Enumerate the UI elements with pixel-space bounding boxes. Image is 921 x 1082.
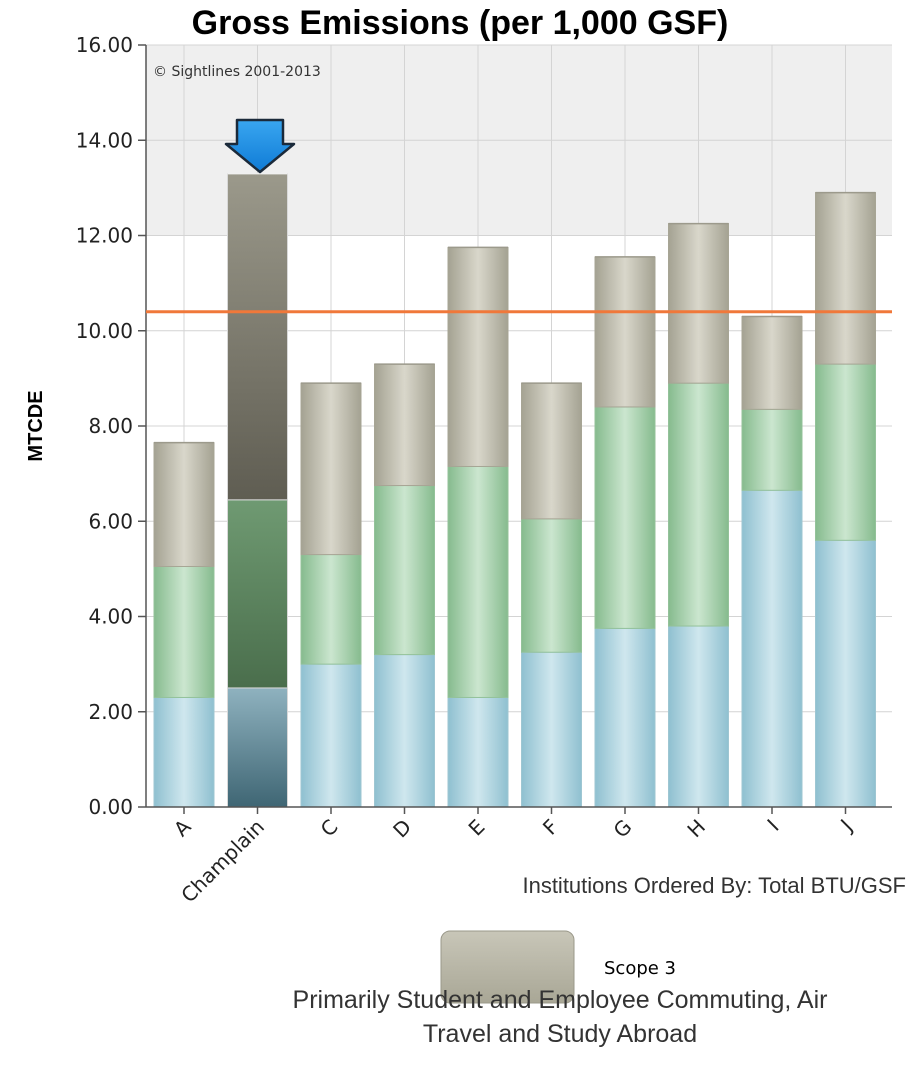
bar-segment-1 xyxy=(594,627,656,808)
bar-segment-1 xyxy=(227,687,288,808)
x-tick-label: F xyxy=(538,815,563,840)
x-tick-label: E xyxy=(464,815,490,841)
caption: Primarily Student and Employee Commuting… xyxy=(210,983,910,1051)
x-tick-label: D xyxy=(388,815,416,843)
y-tick-label: 2.00 xyxy=(88,700,133,724)
bar-segment-1 xyxy=(668,625,729,808)
bar-segment-2 xyxy=(741,408,803,491)
bar-segment-1 xyxy=(521,651,582,808)
x-tick-label: A xyxy=(169,814,196,841)
bar-segment-1 xyxy=(374,654,435,808)
x-tick-label: H xyxy=(682,815,710,843)
y-tick-label: 8.00 xyxy=(88,414,133,438)
bar-segment-2 xyxy=(668,382,729,627)
bar-segment-3 xyxy=(594,256,656,408)
bar-segment-2 xyxy=(374,485,435,656)
bar-segment-2 xyxy=(447,465,509,698)
bar-segment-1 xyxy=(447,696,509,808)
bar-segment-1 xyxy=(815,539,876,808)
y-axis-label: MTCDE xyxy=(25,390,47,461)
y-tick-label: 6.00 xyxy=(88,509,133,533)
highlight-arrow xyxy=(224,118,296,174)
copyright-note: © Sightlines 2001-2013 xyxy=(153,64,321,80)
bar-segment-2 xyxy=(815,363,876,541)
y-tick-label: 12.00 xyxy=(76,224,133,248)
bar-segment-2 xyxy=(300,554,362,665)
bar-segment-1 xyxy=(300,663,362,808)
bar-segment-3 xyxy=(741,315,803,410)
y-tick-label: 0.00 xyxy=(88,795,133,819)
caption-line-2: Travel and Study Abroad xyxy=(422,1020,698,1048)
x-tick-label: I xyxy=(762,815,783,836)
bar-segment-2 xyxy=(227,499,288,689)
y-tick-label: 10.00 xyxy=(76,319,133,343)
y-tick-label: 16.00 xyxy=(76,33,133,57)
chart-title: Gross Emissions (per 1,000 GSF) xyxy=(192,4,729,42)
bar-segment-3 xyxy=(447,246,509,467)
bar-segment-2 xyxy=(153,565,215,698)
bar-segment-1 xyxy=(153,696,215,808)
x-tick-label: G xyxy=(609,815,637,843)
bars xyxy=(153,172,876,808)
bar-segment-1 xyxy=(741,489,803,808)
bar-segment-2 xyxy=(594,406,656,629)
x-axis-label: Institutions Ordered By: Total BTU/GSF xyxy=(522,873,906,898)
x-tick-label: C xyxy=(316,815,343,842)
legend-label-scope-3: Scope 3 xyxy=(604,958,676,979)
bar-segment-2 xyxy=(521,518,582,653)
y-tick-label: 4.00 xyxy=(88,605,133,629)
y-tick-labels: 0.00 2.00 4.00 6.00 8.00 10.00 12.00 14.00 16.00 xyxy=(76,33,146,819)
bar-segment-3 xyxy=(668,223,729,384)
bar-segment-3 xyxy=(300,382,362,556)
bar-segment-3 xyxy=(153,442,215,567)
legend-swatch-scope-3 xyxy=(440,930,575,1004)
caption-line-1: Primarily Student and Employee Commuting… xyxy=(292,986,828,1014)
bar-segment-3 xyxy=(815,192,876,365)
bar-segment-3 xyxy=(227,173,288,501)
x-tick-label: J xyxy=(834,815,857,838)
bar-segment-3 xyxy=(521,382,582,520)
y-tick-label: 14.00 xyxy=(76,128,133,152)
bar-segment-3 xyxy=(374,363,435,487)
